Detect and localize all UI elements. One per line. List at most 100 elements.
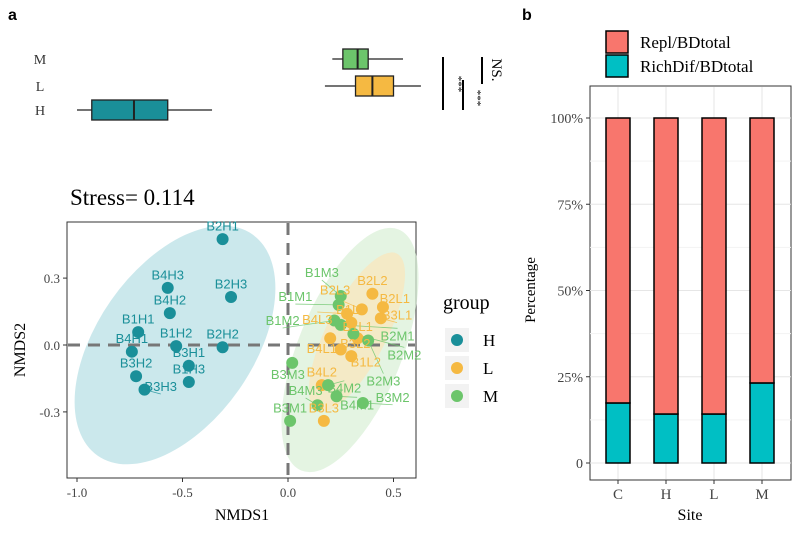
point-label: B2L1 <box>380 291 410 306</box>
point-B4M3 <box>311 399 324 412</box>
point-B1L3 <box>345 316 358 329</box>
point-B2L2 <box>366 287 379 300</box>
point-label: B4M3 <box>289 383 323 398</box>
point-label: B4L3 <box>302 312 332 327</box>
point-label: B4L2 <box>307 365 337 380</box>
point-B3M1 <box>284 414 297 427</box>
significance-label: *** <box>471 90 483 107</box>
stress-title: Stress= 0.114 <box>70 185 195 210</box>
point-label: B3L1 <box>382 308 412 323</box>
point-B1H1 <box>132 326 145 339</box>
y-axis-title: NMDS2 <box>12 323 29 377</box>
bar-L-RichDif/BDtotal <box>701 413 727 464</box>
point-label: B2H3 <box>215 277 248 292</box>
point-label: B3L3 <box>309 400 339 415</box>
point-B3M3 <box>286 356 299 369</box>
y-axis-title: Percentage <box>523 257 539 323</box>
box-H <box>91 99 169 121</box>
legend-label: M <box>483 387 498 406</box>
point-B2M2 <box>347 327 360 340</box>
point-label: B3H3 <box>144 379 177 394</box>
point-label: B4M2 <box>327 381 361 396</box>
point-B2L3 <box>355 303 368 316</box>
point-B1L2 <box>345 350 358 363</box>
x-tick-label: H <box>661 487 672 503</box>
point-B1H2 <box>170 340 183 353</box>
x-axis-title: NMDS1 <box>215 507 269 524</box>
panel-label-a: a <box>8 7 17 24</box>
x-tick-label: M <box>755 487 768 503</box>
point-label: B2L2 <box>357 273 387 288</box>
boxplot-panel: MLH *** *** NS. <box>34 48 504 121</box>
point-label: B1M1 <box>278 289 312 304</box>
bar-panel: C H L M 0 25% 50% 75% 100% Site Percentage Repl/BDt… <box>523 30 792 524</box>
point-label: B1H1 <box>122 312 155 327</box>
point-B4H3 <box>161 281 174 294</box>
bar-M-Repl/BDtotal <box>749 117 775 384</box>
x-axis-title: Site <box>678 507 703 524</box>
point-label: B2L3 <box>320 283 350 298</box>
legend-key <box>605 54 629 78</box>
y-tick-label: 100% <box>550 112 583 127</box>
point-label: B2H1 <box>206 219 239 234</box>
point-label: B4H2 <box>154 293 187 308</box>
box-category-label: M <box>34 53 47 68</box>
point-label: B3H1 <box>173 345 206 360</box>
point-B3H1 <box>182 359 195 372</box>
point-label: B3M1 <box>273 400 307 415</box>
bar-L-Repl/BDtotal <box>701 117 727 415</box>
significance-label: NS. <box>488 59 504 82</box>
point-B4L1 <box>324 332 337 345</box>
box-category-label: L <box>36 80 45 95</box>
point-B3L3 <box>317 414 330 427</box>
point-label: B2M3 <box>366 374 400 389</box>
point-B2M3 <box>362 334 375 347</box>
box-category-label: H <box>35 104 45 119</box>
bar-M-RichDif/BDtotal <box>749 382 775 464</box>
point-B3L2 <box>334 343 347 356</box>
point-B1H3 <box>182 376 195 389</box>
point-B4M1 <box>330 390 343 403</box>
point-B2H1 <box>216 233 229 246</box>
label-leader-line <box>295 303 339 306</box>
legend-label: L <box>483 359 493 378</box>
point-label: B2H2 <box>206 327 239 342</box>
point-label: B1H2 <box>160 326 193 341</box>
point-label: B3L2 <box>340 336 370 351</box>
point-label: B2M1 <box>381 328 415 343</box>
point-B3M2 <box>356 396 369 409</box>
point-B3H2 <box>130 370 143 383</box>
y-tick-label: -0.3 <box>39 405 60 420</box>
legend-marker-L <box>451 362 463 374</box>
point-B2H3 <box>225 291 238 304</box>
y-tick-label: 0 <box>576 457 583 472</box>
point-label: B2M2 <box>387 347 421 362</box>
x-tick-label: 0.0 <box>280 485 296 500</box>
y-tick-label: 50% <box>557 285 583 300</box>
point-B1M1 <box>332 298 345 311</box>
point-B3H3 <box>138 383 151 396</box>
point-label: B4H1 <box>116 331 149 346</box>
y-tick-label: 75% <box>557 198 583 213</box>
point-label: B4M1 <box>340 397 374 412</box>
legend-label: Repl/BDtotal <box>640 33 731 52</box>
point-B2H2 <box>216 341 229 354</box>
point-label: B4L1 <box>307 341 337 356</box>
point-B4H1 <box>125 345 138 358</box>
point-B3L1 <box>374 312 387 325</box>
point-B2M1 <box>334 318 347 331</box>
point-label: B1H3 <box>173 362 206 377</box>
legend-marker-H <box>451 334 463 346</box>
bar-C-Repl/BDtotal <box>605 117 631 404</box>
panel-label-b: b <box>522 7 532 24</box>
legend-marker-M <box>451 390 463 402</box>
point-label: B1M2 <box>266 313 300 328</box>
x-tick-label: C <box>613 487 623 503</box>
point-label: B1L1 <box>342 319 372 334</box>
point-label: B3M3 <box>271 367 305 382</box>
box-M <box>342 48 369 70</box>
x-tick-label: -0.5 <box>172 485 193 500</box>
point-label: B4H3 <box>151 267 184 282</box>
